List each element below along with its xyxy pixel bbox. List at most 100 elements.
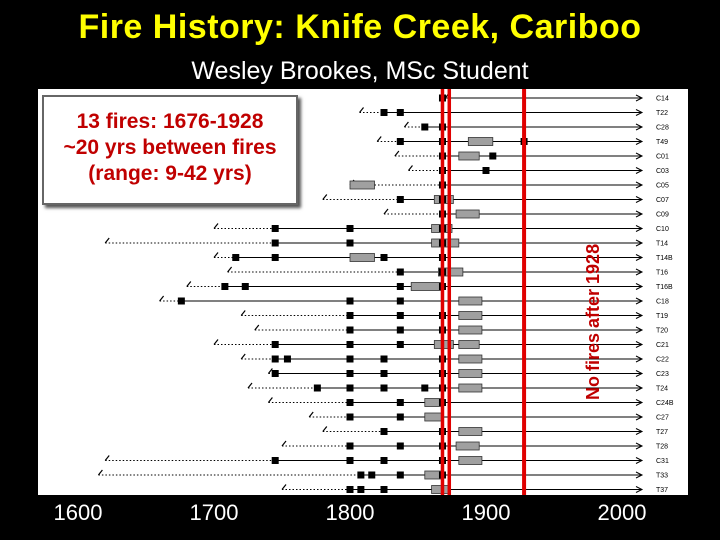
fire-mark [368, 471, 376, 479]
fire-mark [396, 442, 404, 450]
bark-arrow [635, 167, 644, 174]
tree-id-label: C01 [656, 154, 669, 161]
inner-ring-mark [383, 208, 389, 215]
inner-ring-mark [240, 310, 246, 316]
fire-mark [396, 297, 404, 305]
fire-scar-segment [455, 441, 480, 451]
fire-mark [346, 399, 354, 406]
fire-mark [346, 239, 354, 247]
inner-ring-mark [186, 281, 192, 287]
no-fires-note: No fires after 1928 [583, 243, 603, 400]
fire-mark [346, 384, 354, 392]
fire-mark [380, 457, 388, 464]
bark-arrow [635, 486, 644, 493]
inner-ring-mark [322, 426, 328, 432]
fire-mark [271, 457, 279, 464]
fire-mark [380, 109, 388, 116]
bark-arrow [635, 210, 644, 218]
inner-ring-mark [322, 194, 328, 200]
fire-mark [396, 109, 404, 116]
fire-mark [271, 370, 279, 377]
inner-ring-mark [281, 484, 287, 490]
fire-mark [221, 283, 229, 290]
tree-id-label: T49 [656, 139, 668, 146]
tree-id-label: C14 [656, 96, 669, 103]
summary-interval: ~20 yrs between fires [63, 136, 277, 159]
bark-arrow [635, 109, 644, 116]
tree-id-label: C10 [656, 226, 669, 233]
fire-mark [421, 123, 429, 131]
summary-range: (range: 9-42 yrs) [88, 162, 252, 185]
bark-arrow [635, 94, 644, 102]
fire-summary-box: 13 fires: 1676-1928 ~20 yrs between fire… [42, 95, 298, 205]
fire-mark [396, 399, 404, 406]
tree-id-label: C21 [656, 342, 669, 349]
fire-mark [241, 283, 249, 290]
inner-ring-mark [267, 397, 273, 403]
fire-mark [380, 384, 388, 392]
bark-arrow [635, 355, 644, 363]
fire-mark [357, 471, 365, 479]
tree-id-label: C07 [656, 197, 669, 204]
bark-arrow [635, 138, 644, 145]
inner-ring-mark [247, 382, 253, 389]
fire-mark [346, 297, 354, 305]
inner-ring-mark [159, 295, 165, 302]
bark-arrow [635, 413, 644, 421]
fire-mark [396, 312, 404, 319]
tree-id-label: T16B [656, 284, 673, 291]
fire-mark [346, 370, 354, 377]
tree-id-label: T27 [656, 429, 668, 436]
fire-mark [396, 268, 404, 276]
bark-arrow [635, 384, 644, 392]
fire-mark [421, 384, 429, 392]
fire-scar-segment [410, 282, 443, 291]
fire-scar-segment [467, 137, 494, 146]
fire-scar-segment [431, 485, 450, 494]
inner-ring-mark [254, 324, 260, 331]
fire-scar-segment [458, 456, 483, 465]
fire-mark [346, 326, 354, 334]
fire-mark [346, 312, 354, 319]
tree-id-label: T20 [656, 328, 668, 335]
tree-id-label: T14 [656, 241, 668, 248]
fire-mark [380, 370, 388, 377]
fire-mark [346, 413, 354, 421]
fire-mark [232, 254, 240, 261]
tree-id-label: C03 [656, 168, 669, 175]
fire-scar-segment [458, 369, 483, 378]
fire-mark [346, 457, 354, 464]
fire-scar-segment [458, 427, 483, 436]
tree-id-label: T22 [656, 110, 668, 117]
bark-arrow [635, 471, 644, 479]
fire-mark [396, 138, 404, 145]
bark-arrow [635, 370, 644, 377]
x-tick-label: 1700 [189, 500, 239, 525]
fire-scar-segment [349, 180, 375, 190]
fire-mark [346, 355, 354, 363]
fire-mark [177, 297, 185, 305]
bark-arrow [635, 123, 644, 131]
fire-mark [283, 355, 291, 363]
x-tick-label: 2000 [597, 500, 647, 525]
tree-id-label: T16 [656, 270, 668, 277]
fire-scar-segment [458, 383, 483, 393]
fire-mark [380, 428, 388, 435]
fire-mark [489, 152, 497, 160]
fire-mark [346, 486, 354, 493]
bark-arrow [635, 225, 644, 232]
fire-mark [271, 225, 279, 232]
fire-mark [271, 239, 279, 247]
fire-mark [396, 283, 404, 290]
tree-id-label: T14B [656, 255, 673, 262]
inner-ring-mark [240, 353, 246, 360]
x-tick-label: 1800 [325, 500, 375, 525]
tree-id-label: C28 [656, 125, 669, 132]
bark-arrow [635, 312, 644, 319]
fire-scar-segment [455, 209, 480, 219]
tree-id-label: C23 [656, 371, 669, 378]
x-tick-label: 1600 [53, 500, 103, 525]
tree-id-label: C22 [656, 357, 669, 364]
tree-id-label: T24 [656, 386, 668, 393]
